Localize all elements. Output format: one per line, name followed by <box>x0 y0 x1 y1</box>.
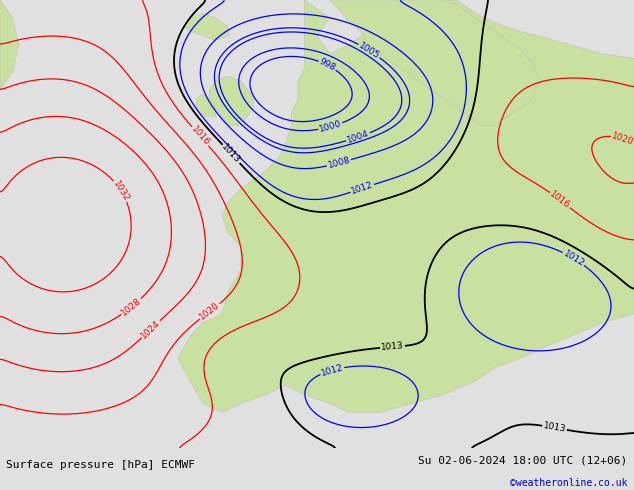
Text: 1012: 1012 <box>350 180 375 196</box>
Text: Surface pressure [hPa] ECMWF: Surface pressure [hPa] ECMWF <box>6 460 195 470</box>
Text: 1013: 1013 <box>220 143 242 166</box>
Text: ©weatheronline.co.uk: ©weatheronline.co.uk <box>510 477 628 488</box>
Text: Su 02-06-2024 18:00 UTC (12+06): Su 02-06-2024 18:00 UTC (12+06) <box>418 456 628 466</box>
Text: 1000: 1000 <box>318 119 343 134</box>
Text: 1005: 1005 <box>357 41 382 60</box>
Text: 1013: 1013 <box>543 421 567 434</box>
Text: 1016: 1016 <box>189 124 211 148</box>
PathPatch shape <box>209 76 254 125</box>
Text: 1012: 1012 <box>320 363 344 378</box>
Text: 1020: 1020 <box>198 301 221 322</box>
Text: 1028: 1028 <box>120 296 143 318</box>
Text: 1020: 1020 <box>611 131 634 147</box>
PathPatch shape <box>178 0 634 413</box>
Text: 1008: 1008 <box>327 156 351 170</box>
Text: 998: 998 <box>318 57 337 73</box>
PathPatch shape <box>184 13 228 40</box>
PathPatch shape <box>197 94 216 117</box>
Text: 1013: 1013 <box>380 342 404 352</box>
Text: 1004: 1004 <box>346 129 370 145</box>
PathPatch shape <box>330 0 539 125</box>
Text: 1032: 1032 <box>111 179 131 203</box>
Text: 1016: 1016 <box>548 190 572 211</box>
Text: 1024: 1024 <box>139 318 162 340</box>
Text: 1012: 1012 <box>562 249 586 268</box>
PathPatch shape <box>0 0 19 90</box>
